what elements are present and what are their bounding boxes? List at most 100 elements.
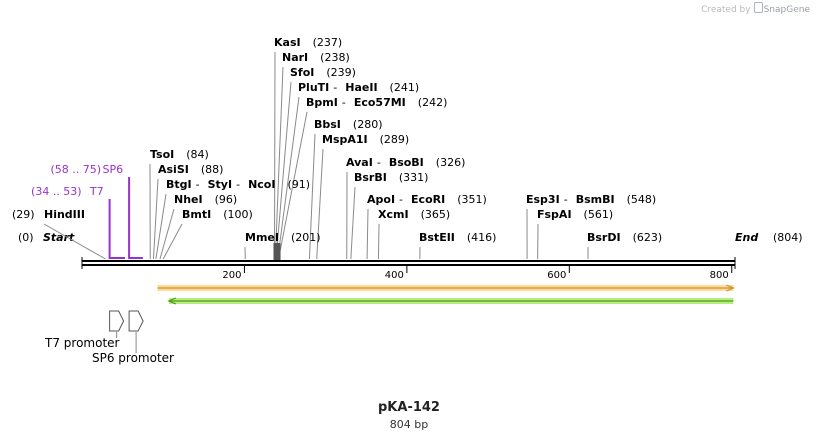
enzyme-position-nhei: (96) [215, 193, 238, 206]
enzyme-name-esp3i: Esp3I [526, 193, 560, 206]
enzyme-position-mmei: (201) [291, 231, 321, 244]
ruler-tick-label-400: 400 [385, 270, 404, 281]
enzyme-name-btgi: BtgI [166, 178, 192, 191]
enzyme-position-xcmi: (365) [421, 208, 451, 221]
enzyme-position-bmti: (100) [223, 208, 253, 221]
enzyme-name-bmti: BmtI [182, 208, 211, 221]
site-line-xcmi [377, 223, 380, 260]
site-line-nari [274, 66, 284, 260]
promoter-label-sp6-promoter: SP6 promoter [92, 351, 174, 365]
enzyme-separator: - [333, 81, 337, 94]
primer-range-t7: (34 .. 53) [31, 185, 82, 198]
linear-map: 200 400 600 800 (0) Start End (804) KasI (237) Nar… [12, 36, 803, 365]
site-line-bsrbi [350, 186, 356, 260]
enzyme-name-bsobi: BsoBI [389, 156, 424, 169]
primer-name-t7: T7 [89, 185, 104, 198]
enzyme-name-haeii: HaeII [345, 81, 377, 94]
enzyme-name-mspa1i: MspA1I [322, 133, 368, 146]
enzyme-name-kasi: KasI [274, 36, 301, 49]
primer-range-sp6: (58 .. 75) [51, 163, 102, 176]
ruler-tick-label-600: 600 [547, 270, 566, 281]
site-line-bbsi [308, 133, 316, 260]
enzyme-name-avai: AvaI [346, 156, 373, 169]
credit-text: Created by [701, 5, 751, 15]
feature-arrowhead-orange-feature [726, 284, 735, 292]
enzyme-name-fspai: FspAI [537, 208, 572, 221]
start-label: Start [43, 231, 75, 244]
enzyme-position-bsrbi: (331) [399, 171, 429, 184]
site-cluster-mark [273, 243, 281, 260]
enzyme-position-bsrdi: (623) [633, 231, 663, 244]
site-line-sfoi [275, 81, 292, 260]
enzyme-name-bsteii: BstEII [419, 231, 455, 244]
promoter-arrow-t7-promoter [109, 310, 125, 332]
snapgene-logo-icon [753, 2, 763, 13]
enzyme-name-nari: NarI [282, 51, 308, 64]
end-label: End [735, 231, 758, 244]
enzyme-name-ncoi: NcoI [248, 178, 275, 191]
start-position: (0) [18, 231, 34, 244]
enzyme-position-bpmi-eco57mi: (242) [418, 96, 448, 109]
enzyme-name-bpmi: BpmI [306, 96, 338, 109]
enzyme-name-pluti: PluTI [298, 81, 329, 94]
promoter-arrow-sp6-promoter [128, 310, 144, 332]
enzyme-position-sfoi: (239) [326, 66, 356, 79]
site-line-mspa1i [316, 148, 324, 260]
enzyme-position-asisi: (88) [201, 163, 224, 176]
enzyme-position-apoi-ecori: (351) [457, 193, 487, 206]
brand-name: SnapGene [763, 5, 810, 15]
enzyme-name-nhei: NheI [174, 193, 203, 206]
enzyme-position-avai-bsobi: (326) [436, 156, 466, 169]
enzyme-position-esp3i-bsmbi: (548) [627, 193, 657, 206]
site-line-nhei [159, 208, 175, 260]
enzyme-position-bsteii: (416) [467, 231, 497, 244]
enzyme-name-sfoi: SfoI [290, 66, 314, 79]
ruler-tick-label-800: 800 [710, 270, 729, 281]
enzyme-position-hindiii: (29) [12, 208, 35, 221]
enzyme-position-nari: (238) [320, 51, 350, 64]
enzyme-name-asisi: AsiSI [158, 163, 189, 176]
primer-name-sp6: SP6 [102, 163, 123, 176]
enzyme-separator: - [564, 193, 568, 206]
site-line-bmti [162, 223, 183, 260]
enzyme-name-hindiii: HindIII [44, 208, 85, 221]
snapgene-credit: Created by SnapGene [701, 2, 810, 15]
enzyme-name-bbsi: BbsI [314, 118, 341, 131]
enzyme-name-apoi: ApoI [367, 193, 395, 206]
plasmid-name: pKA-142 [378, 400, 440, 415]
enzyme-position-kasi: (237) [313, 36, 343, 49]
ruler-tick-label-200: 200 [222, 270, 241, 281]
promoter-label-t7-promoter: T7 promoter [44, 336, 120, 350]
enzyme-name-mmei: MmeI [245, 231, 279, 244]
enzyme-separator: - [196, 178, 200, 191]
enzyme-separator: - [342, 96, 346, 109]
enzyme-position-mspa1i: (289) [380, 133, 410, 146]
site-line-apoi-ecori [366, 208, 369, 260]
feature-arrowhead-green-feature [167, 297, 177, 305]
site-line-kasi [273, 51, 276, 260]
enzyme-position-bbsi: (280) [353, 118, 383, 131]
site-line-pluti-haeii [277, 96, 300, 260]
enzyme-name-bsmbi: BsmBI [576, 193, 615, 206]
enzyme-name-styi: StyI [208, 178, 232, 191]
enzyme-position-btgi-styi-ncoi: (91) [287, 178, 310, 191]
site-line-bpmi-eco57mi [278, 111, 308, 260]
enzyme-separator: - [377, 156, 381, 169]
plasmid-length: 804 bp [389, 418, 429, 431]
enzyme-name-bsrbi: BsrBI [354, 171, 387, 184]
enzyme-name-tsoi: TsoI [150, 148, 174, 161]
enzyme-name-xcmi: XcmI [378, 208, 409, 221]
primer-arrow-sp6 [128, 177, 143, 259]
end-position: (804) [773, 231, 803, 244]
enzyme-name-ecori: EcoRI [411, 193, 445, 206]
enzyme-name-eco57mi: Eco57MI [354, 96, 406, 109]
site-line-asisi [152, 178, 159, 260]
enzyme-position-pluti-haeii: (241) [390, 81, 420, 94]
enzyme-separator: - [236, 178, 240, 191]
site-line-btgi-styi-ncoi [155, 193, 167, 260]
enzyme-position-fspai: (561) [584, 208, 614, 221]
primer-arrow-t7 [108, 199, 126, 259]
enzyme-name-bsrdi: BsrDI [587, 231, 621, 244]
enzyme-position-tsoi: (84) [186, 148, 209, 161]
site-line-hindiii [43, 223, 106, 260]
